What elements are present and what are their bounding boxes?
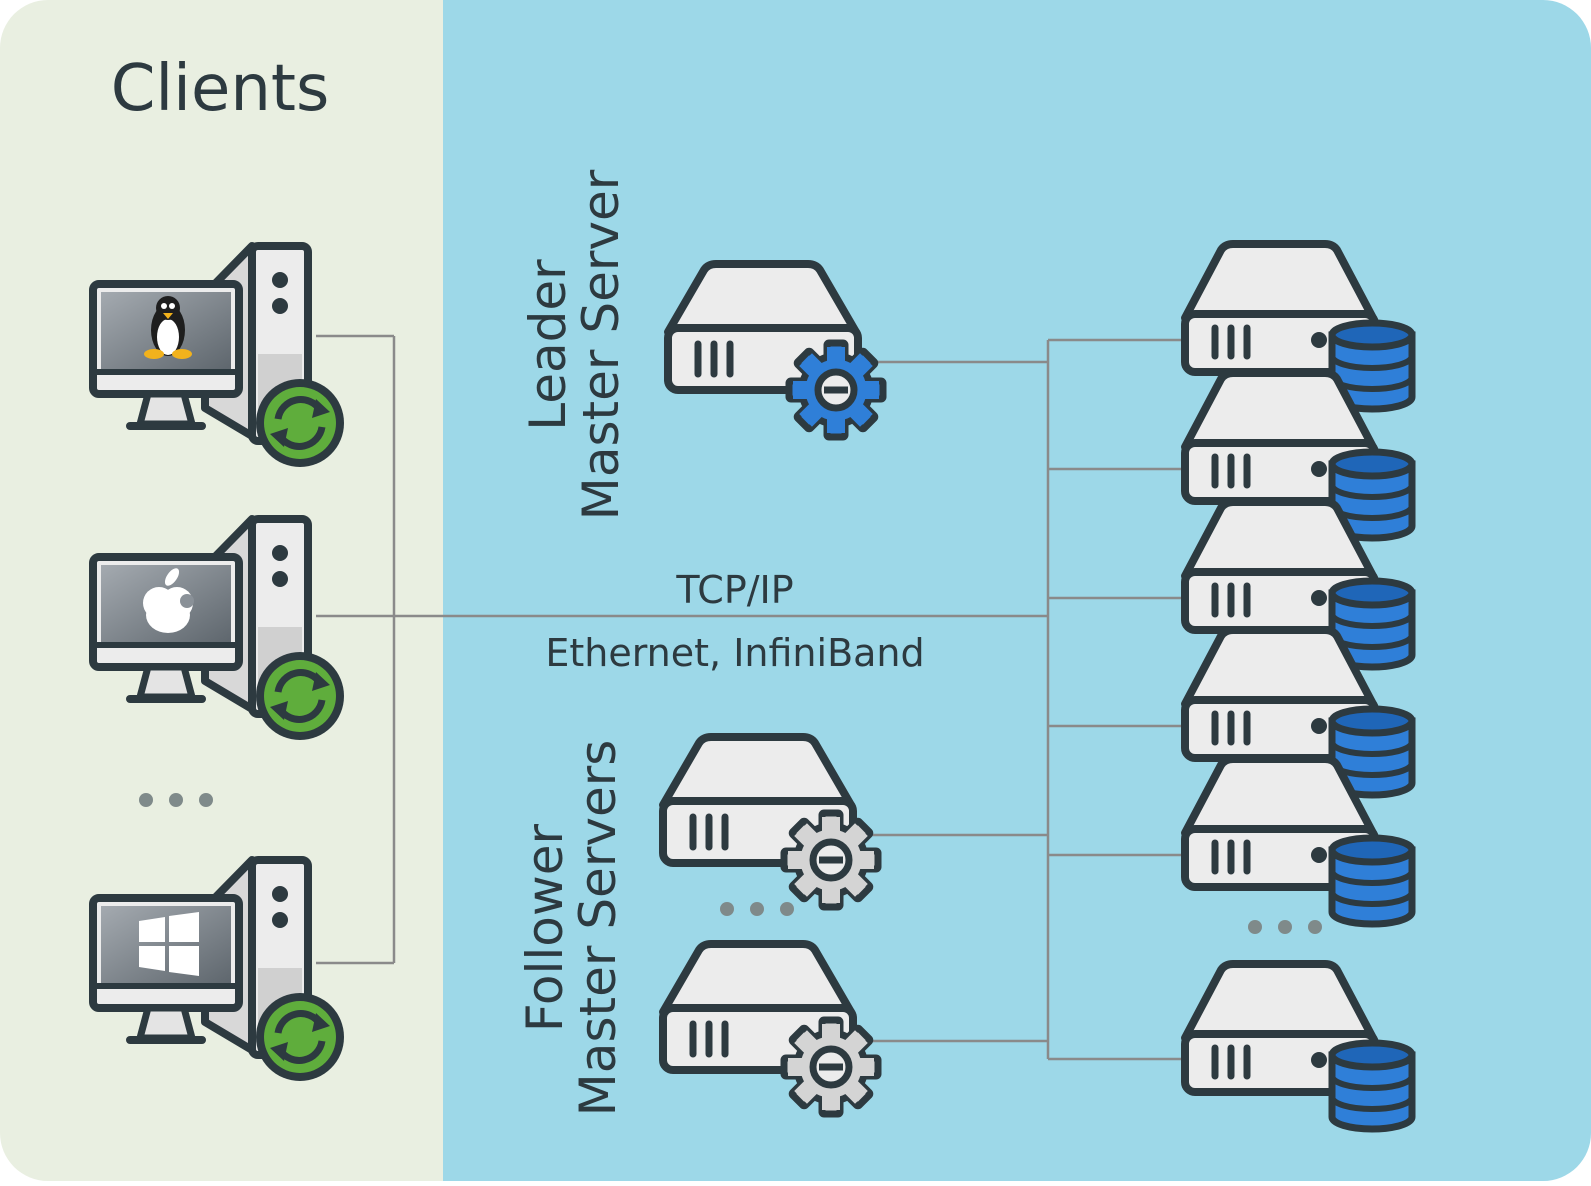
follower-label-line2: Master Servers bbox=[569, 740, 627, 1117]
follower-label-line1: Follower bbox=[516, 823, 574, 1032]
client-workstation-linux bbox=[93, 246, 344, 467]
leader-label-line2: Master Server bbox=[572, 169, 630, 520]
clients-heading: Clients bbox=[111, 52, 330, 126]
database-icon bbox=[1332, 838, 1412, 924]
clients-ellipsis bbox=[139, 793, 213, 807]
client-workstation-mac bbox=[93, 519, 344, 740]
linux-tux-icon bbox=[144, 296, 192, 359]
gear-icon-follower bbox=[784, 813, 878, 907]
gear-icon-follower bbox=[784, 1020, 878, 1114]
connector-lines bbox=[316, 334, 1185, 1061]
database-icon bbox=[1332, 1043, 1412, 1129]
network-protocol-label: TCP/IP bbox=[675, 568, 793, 612]
client-workstation-windows bbox=[93, 860, 344, 1081]
chunk-servers-ellipsis bbox=[1248, 920, 1322, 934]
apple-icon bbox=[143, 568, 194, 633]
leader-label-line1: Leader bbox=[519, 259, 577, 431]
followers-ellipsis bbox=[720, 902, 794, 916]
windows-icon bbox=[139, 912, 199, 976]
network-transport-label: Ethernet, InfiniBand bbox=[545, 631, 924, 675]
gear-icon-leader bbox=[789, 343, 883, 437]
